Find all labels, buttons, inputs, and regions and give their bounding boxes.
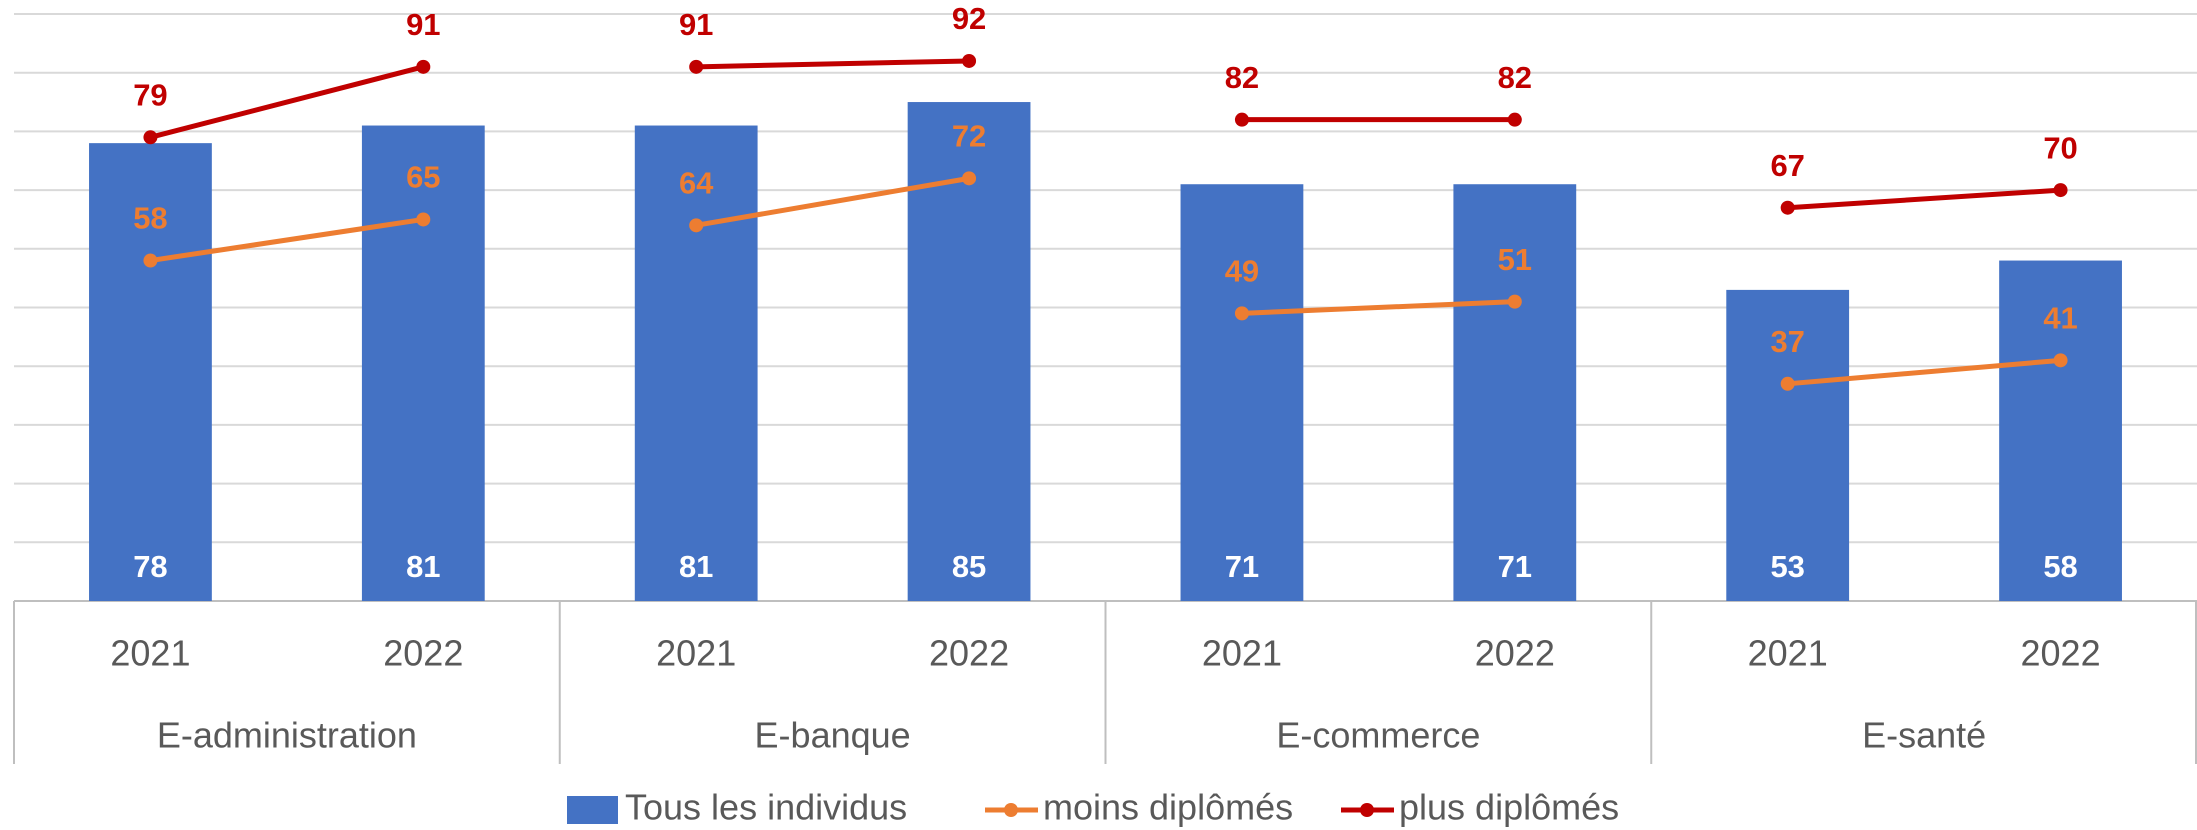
- data-label: 37: [1770, 324, 1804, 359]
- x-tick-label: 2021: [110, 633, 190, 674]
- data-label: 81: [406, 549, 440, 584]
- data-label: 85: [952, 549, 986, 584]
- line: [696, 58, 970, 70]
- bar: [1453, 184, 1577, 602]
- data-label: 58: [133, 201, 167, 236]
- legend-swatch: [1004, 803, 1018, 817]
- data-label: 70: [2043, 130, 2077, 165]
- data-label: 53: [1770, 549, 1804, 584]
- data-label: 82: [1225, 60, 1259, 95]
- x-tick-label: 2021: [656, 633, 736, 674]
- data-label: 41: [2043, 301, 2077, 336]
- point: [2053, 353, 2068, 368]
- line: [1787, 357, 2061, 387]
- data-label: 51: [1498, 242, 1532, 277]
- point: [2053, 183, 2068, 198]
- data-label: 58: [2043, 549, 2077, 584]
- point: [1780, 200, 1795, 215]
- bar: [89, 143, 212, 601]
- legend-swatch: [567, 796, 618, 824]
- x-tick-label: 2021: [1748, 633, 1828, 674]
- data-label: 91: [406, 7, 440, 42]
- x-tick-label: 2022: [383, 633, 463, 674]
- data-label: 71: [1498, 549, 1532, 584]
- data-label: 65: [406, 160, 440, 195]
- x-tick-label: 2022: [1475, 633, 1555, 674]
- data-label: 72: [952, 119, 986, 154]
- x-tick-label: 2022: [929, 633, 1009, 674]
- data-label: 82: [1498, 60, 1532, 95]
- data-label: 67: [1770, 148, 1804, 183]
- data-label: 71: [1225, 549, 1259, 584]
- point: [962, 171, 977, 186]
- point: [1507, 112, 1522, 127]
- data-label: 91: [679, 7, 713, 42]
- point: [1234, 306, 1249, 321]
- point: [143, 253, 158, 268]
- line: [1241, 299, 1515, 316]
- line: [149, 64, 424, 140]
- legend-label: plus diplômés: [1399, 787, 1619, 828]
- x-tick-label: 2022: [2021, 633, 2101, 674]
- line: [1787, 187, 2061, 211]
- bar: [361, 125, 485, 601]
- point: [1780, 376, 1795, 391]
- legend-swatch: [1360, 803, 1374, 817]
- bar: [1999, 260, 2122, 601]
- point: [1507, 294, 1522, 309]
- point: [416, 212, 431, 227]
- bar: [1726, 289, 1850, 601]
- line: [695, 175, 970, 228]
- point: [689, 218, 704, 233]
- point: [416, 59, 431, 74]
- legend-label: Tous les individus: [625, 787, 907, 828]
- data-label: 64: [679, 166, 714, 201]
- data-label: 92: [952, 1, 986, 36]
- group-label: E-administration: [157, 715, 417, 756]
- point: [962, 53, 977, 68]
- group-label: E-santé: [1862, 715, 1986, 756]
- data-label: 81: [679, 549, 713, 584]
- bar: [1180, 184, 1304, 602]
- group-label: E-banque: [755, 715, 911, 756]
- data-label: 79: [133, 77, 167, 112]
- data-label: 49: [1225, 254, 1259, 289]
- point: [1234, 112, 1249, 127]
- line: [150, 216, 424, 264]
- group-label: E-commerce: [1276, 715, 1480, 756]
- point: [143, 130, 158, 145]
- point: [689, 59, 704, 74]
- x-tick-label: 2021: [1202, 633, 1282, 674]
- bar: [634, 125, 758, 601]
- data-label: 78: [133, 549, 167, 584]
- legend-label: moins diplômés: [1043, 787, 1293, 828]
